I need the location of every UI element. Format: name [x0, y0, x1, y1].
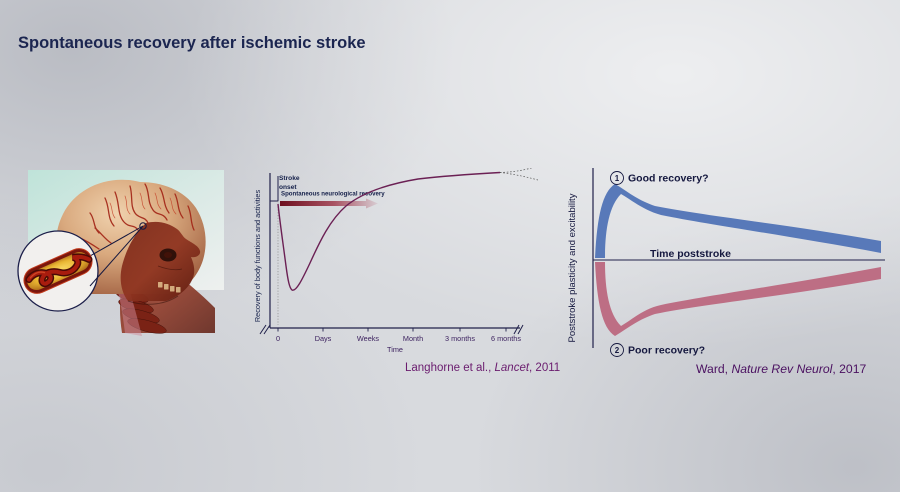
svg-text:Weeks: Weeks [357, 334, 380, 343]
svg-text:2: 2 [615, 346, 620, 355]
svg-text:1: 1 [615, 174, 620, 183]
svg-text:Good recovery?: Good recovery? [628, 173, 709, 185]
svg-text:Time: Time [387, 345, 403, 354]
svg-text:6 months: 6 months [491, 334, 521, 343]
svg-text:0: 0 [276, 334, 280, 343]
svg-text:Days: Days [315, 334, 332, 343]
svg-text:Recovery of body functions and: Recovery of body functions and activitie… [253, 190, 262, 323]
svg-text:Month: Month [403, 334, 423, 343]
svg-text:Poor recovery?: Poor recovery? [628, 345, 705, 357]
svg-text:Time poststroke: Time poststroke [650, 248, 731, 260]
svg-text:3 months: 3 months [445, 334, 475, 343]
svg-text:Poststroke plasticity and exci: Poststroke plasticity and excitability [567, 193, 578, 342]
svg-text:Stroke: Stroke [279, 175, 300, 182]
